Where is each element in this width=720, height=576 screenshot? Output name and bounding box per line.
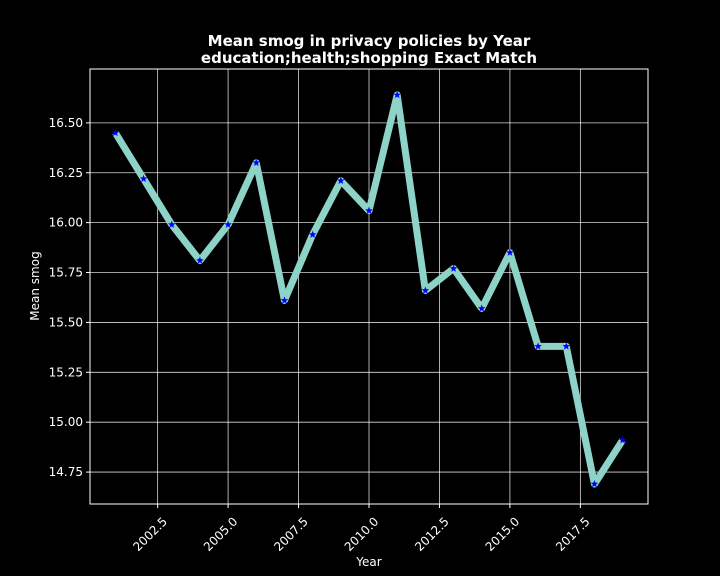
y-tick-label: 16.50: [49, 116, 83, 130]
data-point-marker: [196, 256, 204, 264]
series-layer: [111, 90, 627, 488]
data-point-marker: [562, 342, 571, 350]
y-tick-label: 15.00: [49, 415, 83, 429]
grid-layer: [90, 69, 648, 504]
data-point-marker: [139, 174, 148, 182]
data-point-marker: [280, 296, 289, 304]
y-tick-label: 15.50: [49, 315, 83, 329]
data-point-marker: [111, 128, 120, 137]
x-axis-label: Year: [355, 555, 381, 569]
data-point-marker: [308, 230, 317, 238]
chart-title-line1: Mean smog in privacy policies by Year: [208, 32, 531, 50]
data-point-marker: [224, 220, 232, 228]
y-tick-label: 16.00: [49, 216, 83, 230]
data-point-marker: [252, 158, 261, 167]
y-tick-label: 14.75: [49, 465, 83, 479]
data-point-marker: [534, 342, 542, 350]
data-point-marker: [421, 286, 430, 294]
data-point-marker: [449, 264, 458, 272]
data-point-marker: [477, 304, 486, 312]
data-point-marker: [393, 90, 401, 99]
y-tick-label: 15.75: [49, 266, 83, 280]
data-point-marker: [167, 220, 176, 228]
y-tick-label: 15.25: [49, 365, 83, 379]
data-point-marker: [618, 436, 627, 444]
chart-title-line2: education;health;shopping Exact Match: [201, 49, 537, 67]
data-point-marker: [337, 176, 345, 184]
data-point-marker: [365, 206, 373, 214]
y-tick-layer: 14.75 15.00 15.25 15.50 15.75 16.00 16.25 16.50: [49, 116, 90, 479]
y-tick-label: 16.25: [49, 166, 83, 180]
data-point-marker: [590, 480, 599, 488]
data-point-marker: [506, 248, 514, 256]
y-axis-label: Mean smog: [28, 251, 42, 320]
